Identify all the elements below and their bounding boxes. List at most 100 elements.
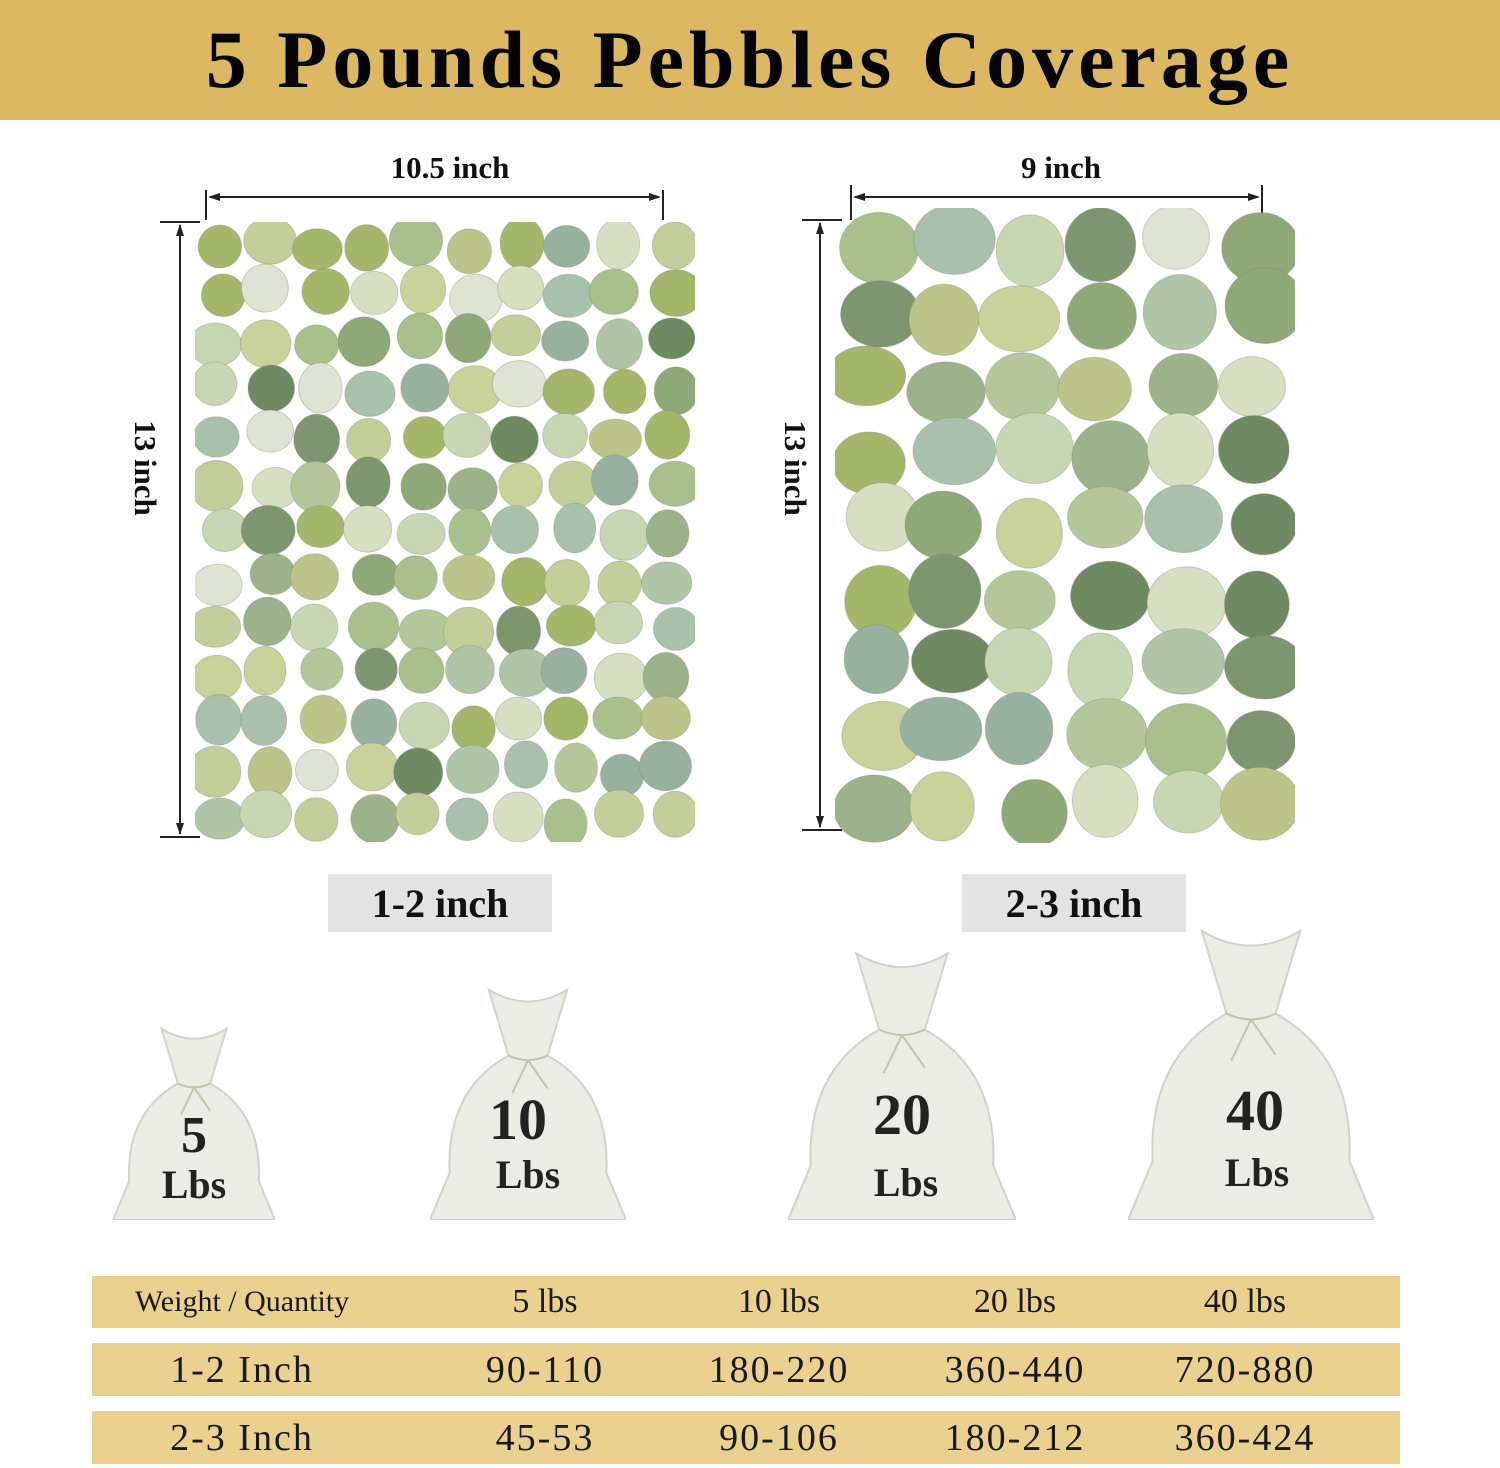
pebble (497, 265, 545, 311)
pebble (1142, 274, 1217, 351)
pebble (243, 222, 297, 265)
pebble (398, 647, 445, 694)
table-row-label: 2-3 Inch (170, 1416, 314, 1459)
pebble (195, 322, 243, 367)
pebble (908, 553, 982, 629)
pebble (1066, 485, 1144, 549)
pebble (400, 462, 447, 511)
pebble (301, 268, 350, 315)
pebble (195, 693, 242, 746)
width-label-small: 10.5 inch (390, 150, 510, 185)
pebble (984, 627, 1053, 697)
pebble (350, 793, 400, 842)
pebble (496, 605, 542, 656)
pebble (995, 214, 1065, 288)
pebble (195, 654, 243, 701)
drawstring-icon (1225, 1012, 1277, 1062)
pebble (498, 462, 543, 508)
pebble (595, 318, 643, 370)
pebble (240, 504, 296, 556)
pebble (984, 691, 1054, 766)
pebble (554, 742, 598, 793)
table-header-row: Weight / Quantity 5 lbs 10 lbs 20 lbs 40… (92, 1276, 1400, 1328)
pebble (448, 507, 492, 556)
pebble (1142, 208, 1210, 270)
pebble (289, 603, 339, 652)
dimension-lines-small (160, 190, 664, 838)
pebble (540, 647, 588, 695)
pebble (911, 628, 995, 694)
pebble (1230, 493, 1295, 556)
pebble (490, 505, 539, 555)
table-header-cell: 20 lbs (973, 1283, 1057, 1320)
pebble (588, 418, 642, 461)
pebble (995, 497, 1063, 569)
pebble (342, 505, 393, 553)
pebble (296, 505, 345, 549)
pebble (645, 509, 690, 558)
pebble (399, 264, 447, 315)
pebble (652, 790, 695, 838)
pebble (249, 552, 296, 596)
height-label-large: 13 inch (778, 420, 813, 516)
table-cell: 720-880 (1174, 1348, 1316, 1391)
pebble (1218, 415, 1290, 485)
bag-unit: Lbs (495, 1152, 561, 1197)
pebble (1219, 766, 1295, 841)
sack-icon (111, 1026, 277, 1221)
pebble (591, 454, 639, 506)
page-title: 5 Pounds Pebbles Coverage (205, 14, 1295, 105)
dimension-lines-large (802, 185, 1263, 831)
pebble (1064, 208, 1137, 283)
bag-5-lbs: 5 Lbs (111, 1025, 277, 1221)
pebble (195, 459, 244, 512)
pebble (492, 791, 544, 842)
pebble (602, 368, 647, 415)
pebble (977, 285, 1061, 353)
pebble (904, 490, 983, 560)
pebble (442, 413, 492, 458)
drawstring-icon (507, 1054, 549, 1094)
pebble (1066, 282, 1137, 350)
pebble (246, 409, 295, 453)
table-header-cell: Weight / Quantity (134, 1285, 350, 1318)
pebble (398, 701, 450, 750)
pebble (1066, 698, 1148, 771)
pebble (1144, 703, 1228, 780)
pebble (1071, 763, 1139, 838)
pebble (545, 604, 597, 647)
pebble (912, 416, 997, 486)
table-cell: 360-424 (1174, 1416, 1316, 1459)
pebble (1067, 632, 1134, 708)
bag-unit: Lbs (161, 1162, 227, 1207)
pebble (592, 696, 644, 740)
pebble (839, 211, 920, 284)
pebble (597, 560, 642, 608)
pebble (983, 570, 1056, 631)
pebble (200, 273, 246, 318)
pebble (543, 798, 588, 842)
pebble (543, 696, 589, 741)
pebble (499, 222, 545, 270)
pebble (400, 363, 450, 413)
sack-icon (428, 987, 628, 1221)
pebble (197, 224, 243, 269)
pebble (240, 263, 289, 313)
table-header-cell: 10 lbs (737, 1283, 821, 1320)
pebble (1224, 634, 1295, 700)
bag-40-lbs: 40 Lbs (1126, 925, 1376, 1221)
pebble (347, 601, 400, 652)
sack-icon (786, 951, 1018, 1221)
pebble (835, 345, 907, 407)
bag-20-lbs: 20 Lbs (786, 948, 1018, 1221)
pebble (446, 228, 492, 275)
pebble (345, 456, 391, 508)
pebble (503, 740, 549, 789)
pebble (840, 280, 921, 348)
table-row-label: 1-2 Inch (170, 1348, 314, 1391)
bag-number: 40 (1226, 1078, 1284, 1143)
width-label-large: 9 inch (1020, 150, 1102, 185)
pebble (195, 605, 242, 648)
pebble (396, 512, 446, 555)
pebble (653, 366, 695, 416)
